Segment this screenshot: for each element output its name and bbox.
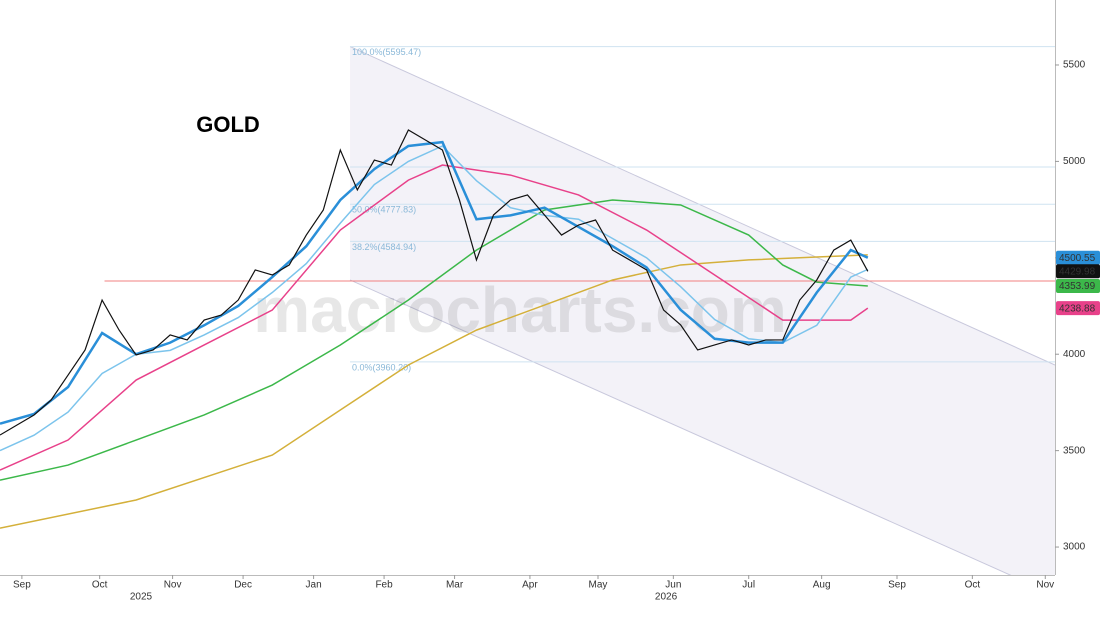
last-value-label: 4238.88 bbox=[1059, 303, 1096, 314]
x-tick-label: Dec bbox=[234, 580, 252, 591]
fib-label: 100.0%(5595.47) bbox=[352, 47, 421, 57]
series-line bbox=[0, 145, 869, 452]
x-tick-label: Feb bbox=[375, 580, 393, 591]
x-tick-label: Sep bbox=[888, 580, 906, 591]
series-layer bbox=[0, 129, 869, 529]
year-label: 2025 bbox=[130, 592, 153, 603]
x-tick-label: Oct bbox=[965, 580, 981, 591]
x-tick-label: Apr bbox=[522, 580, 538, 591]
y-tick-label: 3000 bbox=[1063, 542, 1086, 553]
plot-background: 100.0%(5595.47) 50.0%(4777.83) 38.2%(4584.… bbox=[104, 46, 1055, 575]
last-value-label: 4429.98 bbox=[1059, 266, 1096, 277]
x-tick-label: May bbox=[589, 580, 608, 591]
year-label: 2026 bbox=[655, 592, 678, 603]
x-tick-label: Oct bbox=[92, 580, 108, 591]
last-value-box bbox=[1056, 250, 1100, 265]
last-value-label: 4500.55 bbox=[1059, 253, 1096, 264]
last-value-box bbox=[1056, 278, 1100, 293]
channel-line bbox=[349, 46, 1055, 366]
fib-label: 50.0%(4777.83) bbox=[352, 205, 416, 215]
fib-label: 0.0%(3960.20) bbox=[352, 362, 411, 372]
channel-line bbox=[349, 279, 1012, 575]
y-tick-label: 5500 bbox=[1063, 60, 1086, 71]
x-tick-label: Jul bbox=[742, 580, 755, 591]
fib-label: 38.2%(4584.94) bbox=[352, 242, 416, 252]
x-tick-label: Sep bbox=[13, 580, 31, 591]
series-line bbox=[0, 254, 868, 529]
series-line bbox=[0, 199, 868, 481]
last-value-box bbox=[1056, 301, 1100, 316]
series-line bbox=[0, 129, 869, 436]
x-tick-label: Mar bbox=[446, 580, 464, 591]
y-tick-label: 5000 bbox=[1063, 156, 1086, 167]
x-tick-label: Nov bbox=[1036, 580, 1054, 591]
x-tick-label: Jun bbox=[665, 580, 681, 591]
series-line bbox=[0, 164, 869, 471]
y-tick-label: 4000 bbox=[1063, 349, 1086, 360]
y-tick-label: 3500 bbox=[1063, 445, 1086, 456]
chart-title: GOLD bbox=[196, 112, 260, 137]
last-value-label: 4353.99 bbox=[1059, 281, 1096, 292]
x-tick-label: Nov bbox=[164, 580, 182, 591]
x-tick-label: Aug bbox=[813, 580, 831, 591]
x-tick-label: Jan bbox=[306, 580, 322, 591]
watermark: macrocharts.com bbox=[253, 274, 787, 346]
regression-channel bbox=[350, 46, 1055, 575]
last-value-box bbox=[1056, 264, 1100, 279]
